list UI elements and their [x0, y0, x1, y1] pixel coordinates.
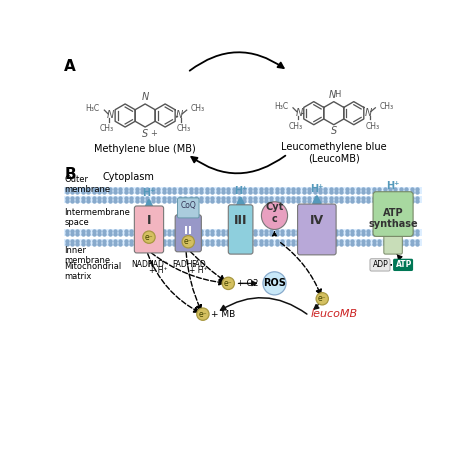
Text: + H⁺: + H⁺ [149, 267, 167, 275]
Text: e⁻: e⁻ [224, 279, 233, 288]
Text: + O2: + O2 [237, 279, 258, 288]
Circle shape [316, 292, 328, 305]
Text: e⁻: e⁻ [199, 310, 207, 319]
Bar [64, 230, 422, 237]
Text: S: S [142, 128, 148, 139]
Text: CH₃: CH₃ [365, 122, 379, 131]
Text: IV: IV [310, 214, 324, 227]
Text: Cytoplasm: Cytoplasm [103, 172, 155, 182]
Text: NADH: NADH [131, 260, 154, 269]
Text: H₃C: H₃C [86, 104, 100, 113]
Text: Methylene blue (MB): Methylene blue (MB) [94, 144, 196, 154]
Text: NAD⁺: NAD⁺ [148, 260, 169, 269]
Text: Outer
membrane: Outer membrane [64, 175, 110, 195]
Text: + H⁺: + H⁺ [189, 267, 208, 275]
Circle shape [197, 308, 209, 320]
FancyBboxPatch shape [134, 206, 164, 253]
Text: S: S [331, 126, 337, 136]
Text: FAD: FAD [191, 260, 206, 269]
Circle shape [263, 272, 286, 295]
Text: Mitochondrial
matrix: Mitochondrial matrix [64, 262, 121, 281]
Text: A: A [64, 59, 76, 74]
Text: CH₃: CH₃ [379, 102, 393, 111]
FancyBboxPatch shape [393, 259, 413, 271]
Text: Leucomethylene blue
(LeucoMB): Leucomethylene blue (LeucoMB) [281, 142, 387, 163]
Text: FADH₂: FADH₂ [173, 260, 196, 269]
Text: H⁺: H⁺ [142, 188, 155, 198]
Text: N: N [295, 108, 303, 118]
Bar [64, 196, 422, 203]
Text: ATP
synthase: ATP synthase [368, 208, 418, 230]
Circle shape [143, 231, 155, 243]
Text: CH₃: CH₃ [288, 122, 302, 131]
Text: B: B [64, 167, 76, 182]
Text: e⁻: e⁻ [318, 294, 327, 303]
Text: II: II [184, 226, 192, 236]
Ellipse shape [261, 202, 288, 230]
Text: Cyt
c: Cyt c [265, 202, 283, 224]
Text: Intermembrane
space: Intermembrane space [64, 208, 130, 227]
Circle shape [222, 277, 235, 290]
Text: N: N [328, 90, 336, 100]
Bar [64, 239, 422, 246]
Text: III: III [234, 214, 247, 227]
Text: ADP: ADP [373, 261, 389, 269]
FancyBboxPatch shape [228, 205, 253, 254]
Text: H: H [334, 91, 340, 99]
Text: leucoMB: leucoMB [310, 309, 358, 319]
Text: H⁺: H⁺ [386, 181, 400, 191]
Text: H⁺: H⁺ [234, 186, 247, 195]
Text: + MB: + MB [211, 310, 236, 319]
Bar [64, 187, 422, 194]
Text: Inner
membrane: Inner membrane [64, 246, 110, 265]
Text: ATP: ATP [396, 261, 412, 269]
Text: N: N [107, 110, 114, 121]
FancyBboxPatch shape [384, 232, 402, 254]
Text: H⁺: H⁺ [310, 184, 324, 194]
Text: N: N [176, 110, 183, 121]
FancyBboxPatch shape [370, 259, 390, 271]
Text: ROS: ROS [263, 279, 286, 288]
Text: CoQ: CoQ [181, 201, 196, 210]
Text: e⁻: e⁻ [145, 233, 153, 242]
Text: e⁻: e⁻ [184, 237, 192, 246]
FancyBboxPatch shape [175, 215, 201, 252]
Text: CH₃: CH₃ [176, 124, 191, 133]
Text: N: N [142, 92, 149, 103]
Text: +: + [151, 128, 157, 138]
Text: CH₃: CH₃ [191, 104, 205, 113]
FancyBboxPatch shape [298, 204, 336, 255]
Text: I: I [147, 214, 151, 227]
Text: H₃C: H₃C [274, 102, 288, 111]
Circle shape [182, 236, 194, 248]
FancyBboxPatch shape [373, 192, 413, 237]
Text: CH₃: CH₃ [100, 124, 114, 133]
Text: N: N [365, 108, 372, 118]
FancyBboxPatch shape [177, 198, 199, 218]
